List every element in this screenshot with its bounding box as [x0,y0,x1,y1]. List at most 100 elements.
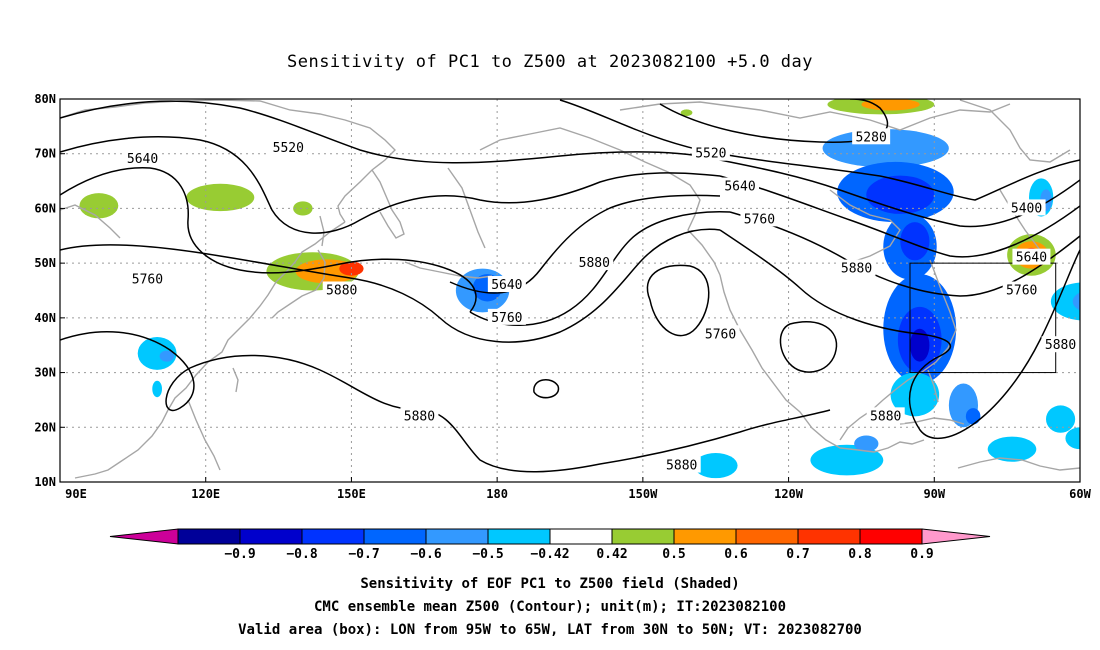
shade-region-13 [159,350,175,362]
coastline-florida [927,369,939,403]
contour-label-10: 5520 [691,144,730,162]
contour-label-bg [400,407,439,424]
contour-label-19: 5880 [866,407,905,424]
colorbar: −0.9 −0.8 −0.7 −0.6 −0.5 −0.42 0.42 0.5 0.6 0.7 0.… [109,528,991,562]
colorbar-swatch-7 [611,528,675,545]
lat-tick-label: 50N [34,256,56,270]
contour-label-16: 5760 [1002,281,1041,299]
colorbar-swatch-1 [239,528,303,545]
contour-5640-asia [60,136,721,234]
contour-5520-na [719,159,1080,228]
lat-tick-label: 20N [34,420,56,434]
lat-tick-label: 60N [34,201,56,215]
contour-label-bg [1012,248,1051,265]
shade-region-21 [900,222,930,261]
contour-5400-arctic [559,99,1080,201]
shade-region-12 [137,337,177,370]
contour-label-15: 5640 [1012,248,1051,266]
contour-label-5: 5760 [487,308,526,326]
coastline-japan [271,249,326,319]
contour-label-text: 5640 [127,152,158,167]
shade-region-31 [1072,292,1080,311]
coastline-us-east [839,259,957,441]
lon-tick-label: 90W [923,487,945,501]
contour-label-8: 5880 [400,407,439,424]
footer-line-3: Valid area (box): LON from 95W to 65W, L… [238,622,862,638]
z500-contours [60,99,1080,473]
shade-region-2 [293,201,313,216]
lon-tick-label: 150W [628,487,658,501]
contour-label-bg [701,325,740,342]
colorbar-label: 0.8 [848,547,872,562]
lat-tick-label: 80N [34,92,56,106]
contour-label-18: 5880 [1041,336,1080,353]
contour-label-4: 5640 [487,276,526,293]
contour-label-bg [123,150,162,167]
contour-label-9: 5880 [662,456,701,474]
shade-region-36 [1046,405,1076,433]
contour-label-bg [269,139,308,156]
coastline-us-west [719,274,859,451]
contour-label-bg [1007,199,1046,216]
contour-label-bg [837,259,876,276]
coastline-asia-east [74,221,346,479]
contour-label-bg [575,254,614,271]
contour-label-bg [721,177,759,194]
contour-5880-south [60,331,831,473]
map-axes: 80N 70N 60N 50N 40N 30N 20N 10N 90E 120E 150E 180 15… [34,92,1091,501]
valid-area-box [909,262,1057,374]
lon-tick-label: 180 [486,487,508,501]
contour-label-bg [740,210,779,227]
colorbar-swatch-0 [177,528,241,545]
contour-label-bg [852,128,891,145]
colorbar-label: −0.8 [286,547,317,562]
colorbar-swatch-4 [425,528,489,545]
contour-label-1: 5640 [123,150,162,167]
colorbar-swatch-8 [673,528,737,545]
colorbar-min-arrow [109,528,179,545]
lat-tick-label: 40N [34,311,56,325]
lon-tick-label: 150E [337,487,366,501]
contour-label-bg [487,276,526,293]
contour-label-text: 5880 [1045,338,1076,353]
contour-label-text: 5400 [1011,201,1042,216]
contour-label-bg [322,281,361,298]
map-frame [59,98,1081,483]
shade-region-0 [79,193,119,219]
coastlines [60,99,1080,479]
contour-label-17: 5880 [837,259,876,277]
contour-5880-loop [779,321,838,373]
contour-label-6: 5880 [575,254,614,271]
shade-region-33 [810,444,884,476]
contour-5640-pacific [449,194,721,294]
contour-5880-asia [60,228,721,343]
lon-tick-label: 120E [191,487,220,501]
colorbar-label: 0.7 [786,547,809,562]
contour-label-text: 5520 [273,141,304,156]
coastline-kamchatka [371,169,405,239]
contour-label-bg [128,270,167,287]
coastline-canada-arctic [619,101,1011,131]
coastline-gulf [857,439,925,453]
contour-label-text: 5880 [841,262,872,277]
contour-label-12: 5760 [740,210,779,227]
contour-5760-na [729,211,1080,297]
contour-label-text: 5760 [491,311,522,326]
contour-label-text: 5760 [744,212,775,227]
shade-region-35 [987,436,1037,462]
contour-5880-closed [533,379,560,399]
coastline-alaska [479,127,721,276]
coastline-bering [447,167,486,249]
coastline-hudson-bay [829,189,901,263]
colorbar-label: 0.5 [662,547,685,562]
coastline-aleutians [404,261,493,279]
colorbar-swatch-5 [487,528,551,545]
coastline-siberia-inland [60,204,121,239]
contour-5760-cutoff [646,264,710,337]
contour-label-11: 5640 [721,177,759,195]
coastline-greenland [959,99,1071,163]
contour-label-bg [1002,281,1041,298]
contour-label-3: 5880 [322,281,361,299]
contour-label-0: 5520 [269,139,308,156]
